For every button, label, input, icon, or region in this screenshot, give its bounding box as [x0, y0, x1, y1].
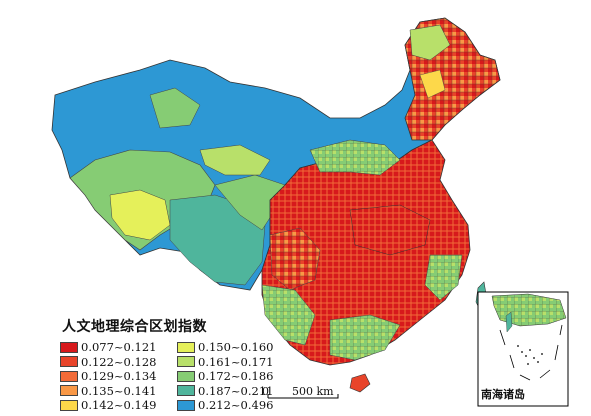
legend-item: 0.161~0.171 — [177, 355, 273, 370]
inset-islands — [517, 345, 543, 365]
legend-swatch — [60, 399, 78, 411]
legend-swatch — [60, 370, 78, 382]
scale-distance-label: 500 km — [292, 385, 334, 398]
legend-title: 人文地理综合区划指数 — [62, 319, 207, 335]
legend-item: 0.142~0.149 — [60, 398, 156, 413]
legend-label: 0.212~0.496 — [198, 398, 274, 413]
legend-swatch — [177, 341, 195, 353]
legend-label: 0.150~0.160 — [198, 340, 274, 355]
legend-label: 0.135~0.141 — [81, 383, 157, 398]
legend-label: 0.129~0.134 — [81, 369, 157, 384]
legend-item: 0.135~0.141 — [60, 384, 156, 399]
scale-bar — [267, 394, 339, 399]
legend-swatch — [177, 385, 195, 397]
region-south-green — [329, 314, 401, 361]
legend-item: 0.212~0.496 — [177, 398, 273, 413]
legend-swatch — [60, 356, 78, 368]
legend-swatch — [177, 356, 195, 368]
legend-swatch — [177, 399, 195, 411]
legend-item: 0.077~0.121 — [60, 340, 156, 355]
scale-zero-label: 0 — [262, 385, 269, 398]
region-ne-yellow — [419, 69, 446, 99]
region-yellow-west — [109, 189, 171, 241]
hainan — [349, 373, 371, 393]
legend-item: 0.187~0.211 — [177, 384, 273, 399]
region-southeast-coast — [424, 254, 463, 301]
inset-label: 南海诸岛 — [481, 388, 525, 401]
legend-label: 0.122~0.128 — [81, 354, 157, 369]
legend-swatch — [60, 341, 78, 353]
legend-label: 0.142~0.149 — [81, 398, 157, 413]
region-southwest-green — [261, 284, 316, 346]
inset-taiwan — [505, 311, 513, 333]
legend-label: 0.187~0.211 — [198, 383, 274, 398]
legend-label: 0.172~0.186 — [198, 369, 274, 384]
region-sichuan — [269, 227, 321, 291]
region-ne-green — [409, 24, 451, 61]
legend-label: 0.161~0.171 — [198, 354, 274, 369]
legend-label: 0.077~0.121 — [81, 340, 157, 355]
legend-column-left: 0.077~0.121 0.122~0.128 0.129~0.134 0.13… — [60, 340, 156, 413]
region-north-china — [309, 139, 401, 176]
region-hexi — [199, 144, 271, 176]
legend-swatch — [60, 385, 78, 397]
legend-item: 0.122~0.128 — [60, 355, 156, 370]
legend-item: 0.172~0.186 — [177, 369, 273, 384]
region-yangtze-red — [349, 204, 431, 256]
inset-boundary — [499, 324, 563, 381]
region-north-green — [149, 87, 201, 129]
legend-item: 0.129~0.134 — [60, 369, 156, 384]
legend-item: 0.150~0.160 — [177, 340, 273, 355]
legend-swatch — [177, 370, 195, 382]
legend-column-right: 0.150~0.160 0.161~0.171 0.172~0.186 0.18… — [177, 340, 273, 413]
